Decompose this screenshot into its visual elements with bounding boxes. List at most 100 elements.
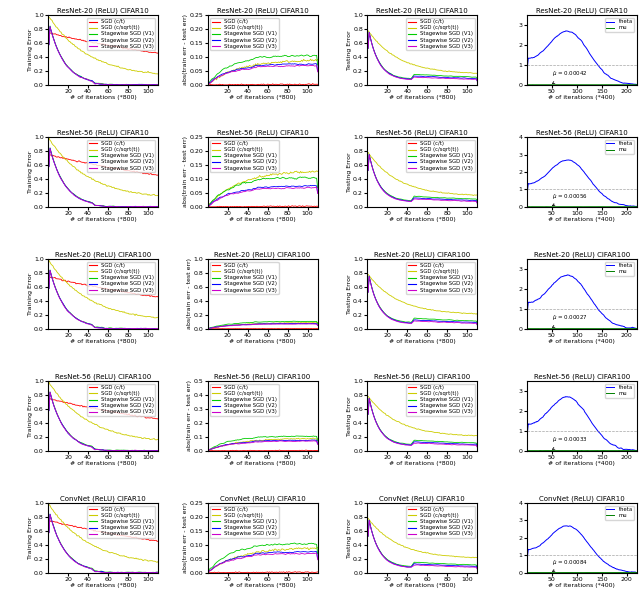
Title: ResNet-20 (ReLU) CIFAR10: ResNet-20 (ReLU) CIFAR10 bbox=[376, 7, 468, 14]
X-axis label: # of iterations (*800): # of iterations (*800) bbox=[229, 95, 296, 101]
mu bbox=[582, 81, 590, 88]
mu bbox=[554, 325, 561, 332]
theta bbox=[556, 159, 563, 167]
mu bbox=[617, 325, 625, 332]
Title: ResNet-56 (ReLU) CIFAR100: ResNet-56 (ReLU) CIFAR100 bbox=[534, 373, 630, 380]
theta bbox=[556, 525, 563, 532]
Legend: SGD (c/t), SGD (c/sqrt(t)), Stagewise SGD (V1), Stagewise SGD (V2), Stagewise SG: SGD (c/t), SGD (c/sqrt(t)), Stagewise SG… bbox=[210, 262, 278, 294]
Legend: theta, mu: theta, mu bbox=[605, 140, 634, 154]
theta bbox=[554, 161, 561, 168]
theta bbox=[556, 275, 563, 282]
mu bbox=[623, 81, 630, 88]
mu bbox=[623, 203, 630, 210]
mu bbox=[633, 325, 640, 332]
Text: $\hat{\mu}$ = 0.00027: $\hat{\mu}$ = 0.00027 bbox=[552, 313, 588, 327]
Text: $\hat{\mu}$ = 0.00042: $\hat{\mu}$ = 0.00042 bbox=[552, 69, 588, 84]
mu bbox=[556, 447, 564, 454]
Y-axis label: Testing Error: Testing Error bbox=[347, 152, 352, 191]
Legend: SGD (c/t), SGD (c/sqrt(t)), Stagewise SGD (V1), Stagewise SGD (V2), Stagewise SG: SGD (c/t), SGD (c/sqrt(t)), Stagewise SG… bbox=[210, 384, 278, 416]
mu bbox=[633, 203, 640, 210]
mu bbox=[554, 447, 561, 454]
Y-axis label: Training Error: Training Error bbox=[28, 273, 33, 315]
mu bbox=[623, 569, 630, 576]
theta bbox=[633, 203, 640, 210]
Title: ResNet-20 (ReLU) CIFAR100: ResNet-20 (ReLU) CIFAR100 bbox=[214, 251, 311, 258]
theta bbox=[620, 323, 628, 330]
X-axis label: # of iterations (*800): # of iterations (*800) bbox=[389, 339, 456, 344]
mu bbox=[567, 81, 575, 88]
Line: theta: theta bbox=[527, 275, 637, 328]
X-axis label: # of iterations (*800): # of iterations (*800) bbox=[229, 461, 296, 466]
mu bbox=[623, 325, 630, 332]
theta bbox=[622, 568, 630, 575]
theta bbox=[554, 399, 561, 406]
Title: ConvNet (ReLU) CIFAR10: ConvNet (ReLU) CIFAR10 bbox=[539, 495, 625, 502]
Legend: SGD (c/t), SGD (c/sqrt(t)), Stagewise SGD (V1), Stagewise SGD (V2), Stagewise SG: SGD (c/t), SGD (c/sqrt(t)), Stagewise SG… bbox=[87, 262, 156, 294]
Y-axis label: Testing Error: Testing Error bbox=[347, 396, 352, 436]
theta bbox=[563, 271, 571, 279]
mu bbox=[527, 325, 535, 332]
Y-axis label: Training Error: Training Error bbox=[28, 29, 33, 71]
mu bbox=[583, 203, 591, 210]
Title: ResNet-56 (ReLU) CIFAR100: ResNet-56 (ReLU) CIFAR100 bbox=[214, 373, 311, 380]
X-axis label: # of iterations (*800): # of iterations (*800) bbox=[70, 339, 136, 344]
theta bbox=[622, 79, 630, 87]
theta bbox=[616, 79, 624, 86]
theta bbox=[554, 277, 561, 284]
mu bbox=[583, 447, 591, 454]
Title: ResNet-56 (ReLU) CIFAR100: ResNet-56 (ReLU) CIFAR100 bbox=[55, 373, 151, 380]
theta bbox=[556, 396, 563, 404]
Title: ConvNet (ReLU) CIFAR10: ConvNet (ReLU) CIFAR10 bbox=[380, 495, 465, 502]
Y-axis label: Training Error: Training Error bbox=[28, 395, 33, 437]
mu bbox=[617, 447, 625, 454]
X-axis label: # of iterations (*800): # of iterations (*800) bbox=[70, 583, 136, 588]
theta bbox=[563, 522, 571, 530]
theta bbox=[562, 393, 570, 400]
theta bbox=[633, 569, 640, 576]
mu bbox=[524, 81, 531, 88]
Line: theta: theta bbox=[527, 396, 637, 451]
mu bbox=[595, 325, 603, 332]
mu bbox=[620, 325, 628, 332]
theta bbox=[582, 44, 590, 52]
X-axis label: # of iterations (*800): # of iterations (*800) bbox=[389, 583, 456, 588]
X-axis label: # of iterations (*400): # of iterations (*400) bbox=[548, 95, 615, 101]
Legend: SGD (c/t), SGD (c/sqrt(t)), Stagewise SGD (V1), Stagewise SGD (V2), Stagewise SG: SGD (c/t), SGD (c/sqrt(t)), Stagewise SG… bbox=[210, 505, 278, 538]
theta bbox=[620, 446, 628, 453]
Legend: SGD (c/t), SGD (c/sqrt(t)), Stagewise SGD (V1), Stagewise SGD (V2), Stagewise SG: SGD (c/t), SGD (c/sqrt(t)), Stagewise SG… bbox=[406, 505, 475, 538]
Y-axis label: abs(train err - test err): abs(train err - test err) bbox=[187, 381, 192, 451]
theta bbox=[632, 447, 639, 454]
Title: ResNet-20 (ReLU) CIFAR100: ResNet-20 (ReLU) CIFAR100 bbox=[55, 251, 151, 258]
theta bbox=[554, 33, 561, 40]
Y-axis label: Testing Error: Testing Error bbox=[347, 30, 352, 70]
Legend: SGD (c/t), SGD (c/sqrt(t)), Stagewise SGD (V1), Stagewise SGD (V2), Stagewise SG: SGD (c/t), SGD (c/sqrt(t)), Stagewise SG… bbox=[87, 140, 156, 172]
Legend: SGD (c/t), SGD (c/sqrt(t)), Stagewise SGD (V1), Stagewise SGD (V2), Stagewise SG: SGD (c/t), SGD (c/sqrt(t)), Stagewise SG… bbox=[406, 18, 475, 50]
theta bbox=[633, 325, 640, 332]
Legend: theta, mu: theta, mu bbox=[605, 384, 634, 398]
mu bbox=[586, 569, 594, 576]
theta bbox=[616, 566, 624, 573]
X-axis label: # of iterations (*800): # of iterations (*800) bbox=[389, 461, 456, 466]
theta bbox=[620, 79, 628, 87]
Legend: SGD (c/t), SGD (c/sqrt(t)), Stagewise SGD (V1), Stagewise SGD (V2), Stagewise SG: SGD (c/t), SGD (c/sqrt(t)), Stagewise SG… bbox=[406, 384, 475, 416]
Text: $\hat{\mu}$ = 0.00084: $\hat{\mu}$ = 0.00084 bbox=[552, 558, 588, 571]
mu bbox=[524, 203, 531, 210]
mu bbox=[600, 81, 608, 88]
theta bbox=[620, 201, 628, 208]
Y-axis label: Training Error: Training Error bbox=[28, 151, 33, 193]
X-axis label: # of iterations (*800): # of iterations (*800) bbox=[70, 95, 136, 101]
Y-axis label: abs(train err - test err): abs(train err - test err) bbox=[183, 15, 188, 85]
mu bbox=[633, 81, 640, 88]
Title: ResNet-56 (ReLU) CIFAR10: ResNet-56 (ReLU) CIFAR10 bbox=[57, 129, 149, 136]
Title: ResNet-56 (ReLU) CIFAR10: ResNet-56 (ReLU) CIFAR10 bbox=[536, 129, 628, 136]
X-axis label: # of iterations (*800): # of iterations (*800) bbox=[70, 218, 136, 222]
X-axis label: # of iterations (*800): # of iterations (*800) bbox=[229, 218, 296, 222]
Title: ConvNet (ReLU) CIFAR10: ConvNet (ReLU) CIFAR10 bbox=[220, 495, 305, 502]
mu bbox=[556, 81, 563, 88]
theta bbox=[524, 555, 531, 562]
mu bbox=[556, 569, 563, 576]
mu bbox=[623, 447, 630, 454]
Y-axis label: abs(train err - test err): abs(train err - test err) bbox=[187, 258, 192, 330]
theta bbox=[633, 447, 640, 454]
theta bbox=[524, 189, 531, 196]
